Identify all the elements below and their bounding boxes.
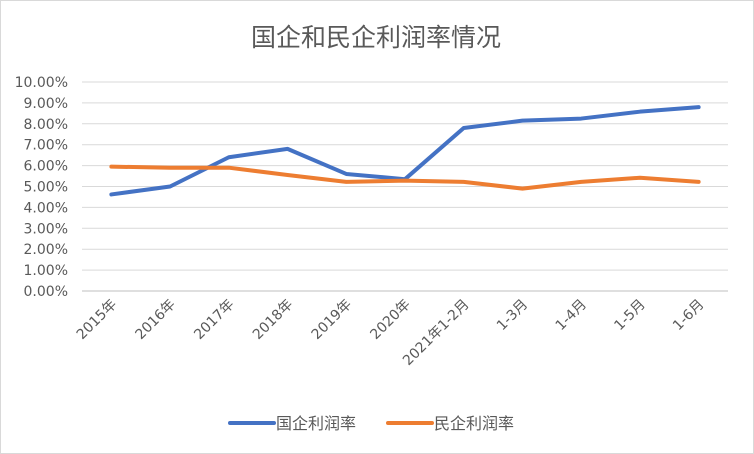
grid-lines [82, 81, 728, 292]
y-tick-label: 8.00% [24, 117, 68, 133]
y-tick-label: 2.00% [24, 242, 68, 258]
y-tick-label: 3.00% [24, 221, 68, 237]
x-tick-label: 2017年 [191, 297, 237, 343]
y-tick-label: 1.00% [24, 263, 68, 279]
legend-label: 民企利润率 [434, 414, 514, 433]
x-tick-label: 1-5月 [611, 297, 648, 334]
y-tick-label: 9.00% [24, 96, 68, 112]
x-tick-label: 1-3月 [494, 297, 531, 334]
y-tick-label: 5.00% [24, 180, 68, 196]
y-tick-label: 4.00% [24, 200, 68, 216]
x-tick-label: 2019年 [309, 297, 355, 343]
chart-title: 国企和民企利润率情况 [250, 23, 501, 52]
x-tick-label: 2018年 [250, 297, 296, 343]
x-tick-label: 2020年 [367, 297, 413, 343]
legend: 国企利润率 民企利润率 [228, 414, 514, 433]
series-lines [109, 105, 701, 197]
x-tick-label: 2015年 [74, 297, 120, 343]
x-tick-label: 2016年 [133, 297, 179, 343]
y-tick-label: 6.00% [24, 159, 68, 175]
x-tick-label: 1-6月 [670, 297, 707, 334]
y-axis-ticks: 0.00% 1.00% 2.00% 3.00% 4.00% 5.00% 6.00% 7.00%… [15, 75, 68, 300]
series-line-2 [109, 164, 701, 191]
x-tick-label: 1-4月 [553, 297, 590, 334]
legend-label: 国企利润率 [276, 414, 356, 433]
y-tick-label: 10.00% [15, 75, 68, 91]
y-tick-label: 0.00% [24, 284, 68, 300]
y-tick-label: 7.00% [24, 138, 68, 154]
